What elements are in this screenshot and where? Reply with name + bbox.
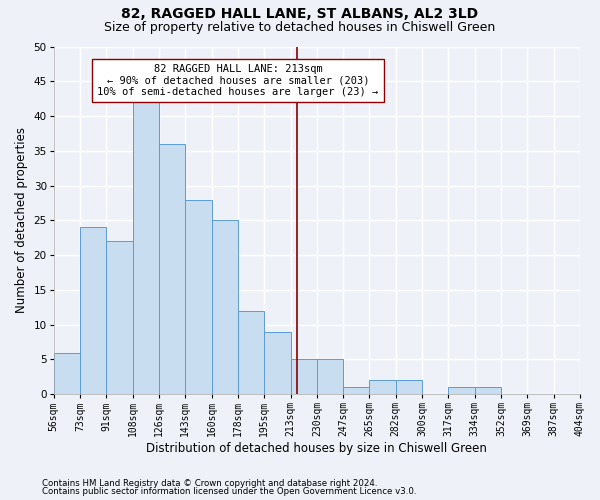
Y-axis label: Number of detached properties: Number of detached properties bbox=[15, 128, 28, 314]
Bar bbox=[185, 200, 212, 394]
Text: 82 RAGGED HALL LANE: 213sqm
← 90% of detached houses are smaller (203)
10% of se: 82 RAGGED HALL LANE: 213sqm ← 90% of det… bbox=[97, 64, 379, 97]
Bar bbox=[448, 388, 475, 394]
Bar bbox=[238, 311, 264, 394]
Bar bbox=[80, 228, 106, 394]
Bar bbox=[106, 241, 133, 394]
X-axis label: Distribution of detached houses by size in Chiswell Green: Distribution of detached houses by size … bbox=[146, 442, 487, 455]
Bar bbox=[396, 380, 422, 394]
Text: Size of property relative to detached houses in Chiswell Green: Size of property relative to detached ho… bbox=[104, 21, 496, 34]
Text: Contains public sector information licensed under the Open Government Licence v3: Contains public sector information licen… bbox=[42, 487, 416, 496]
Text: Contains HM Land Registry data © Crown copyright and database right 2024.: Contains HM Land Registry data © Crown c… bbox=[42, 478, 377, 488]
Bar bbox=[290, 360, 317, 394]
Bar bbox=[317, 360, 343, 394]
Bar bbox=[264, 332, 290, 394]
Text: 82, RAGGED HALL LANE, ST ALBANS, AL2 3LD: 82, RAGGED HALL LANE, ST ALBANS, AL2 3LD bbox=[121, 8, 479, 22]
Bar bbox=[212, 220, 238, 394]
Bar bbox=[475, 388, 501, 394]
Bar bbox=[343, 388, 370, 394]
Bar bbox=[159, 144, 185, 394]
Bar bbox=[133, 102, 159, 394]
Bar bbox=[370, 380, 396, 394]
Bar bbox=[54, 352, 80, 394]
